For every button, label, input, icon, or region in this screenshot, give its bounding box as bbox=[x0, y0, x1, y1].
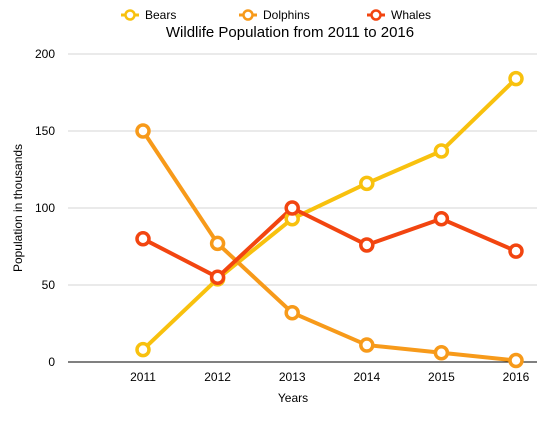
data-point-whales bbox=[359, 237, 375, 253]
y-tick-label: 200 bbox=[35, 47, 55, 61]
series-line-bears bbox=[141, 76, 518, 352]
x-tick-label: 2015 bbox=[428, 370, 455, 384]
gridlines bbox=[68, 53, 537, 286]
data-point-whales bbox=[284, 200, 300, 216]
y-tick-label: 150 bbox=[35, 124, 55, 138]
data-point-bears bbox=[433, 143, 450, 159]
data-point-dolphins bbox=[135, 123, 151, 139]
series-line-whales bbox=[141, 206, 518, 280]
x-axis-label: Years bbox=[278, 391, 308, 405]
data-point-dolphins bbox=[284, 304, 300, 321]
data-point-whales bbox=[209, 269, 226, 286]
y-axis-label: Population in thousands bbox=[11, 144, 25, 272]
x-tick-label: 2012 bbox=[204, 370, 231, 384]
legend: Bears Dolphins Whales bbox=[121, 8, 431, 22]
legend-marker bbox=[370, 9, 382, 21]
y-axis-ticks: 0 50 100 150 200 bbox=[35, 47, 55, 369]
x-tick-label: 2013 bbox=[279, 370, 306, 384]
legend-label: Dolphins bbox=[263, 8, 310, 22]
legend-label: Bears bbox=[145, 8, 176, 22]
x-tick-label: 2016 bbox=[503, 370, 530, 384]
data-point-dolphins bbox=[209, 235, 226, 252]
data-point-dolphins bbox=[359, 337, 375, 353]
data-point-whales bbox=[508, 243, 524, 259]
legend-marker bbox=[242, 9, 254, 21]
x-axis-ticks: 2011 2012 2013 2014 2015 2016 bbox=[130, 370, 530, 384]
series-group bbox=[135, 70, 524, 369]
data-point-bears bbox=[135, 341, 151, 358]
y-tick-label: 0 bbox=[48, 355, 55, 369]
y-tick-label: 100 bbox=[35, 201, 55, 215]
chart-title: Wildlife Population from 2011 to 2016 bbox=[166, 24, 414, 41]
data-point-bears bbox=[508, 70, 524, 87]
data-point-whales bbox=[135, 231, 151, 247]
data-point-dolphins bbox=[508, 352, 524, 369]
data-point-dolphins bbox=[433, 345, 450, 361]
series-line-dolphins bbox=[141, 129, 518, 363]
y-tick-label: 50 bbox=[42, 278, 56, 292]
x-tick-label: 2011 bbox=[130, 370, 156, 384]
data-point-bears bbox=[359, 175, 375, 192]
data-point-whales bbox=[433, 211, 450, 227]
legend-marker bbox=[124, 9, 136, 21]
x-tick-label: 2014 bbox=[353, 370, 380, 384]
legend-label: Whales bbox=[391, 8, 431, 22]
